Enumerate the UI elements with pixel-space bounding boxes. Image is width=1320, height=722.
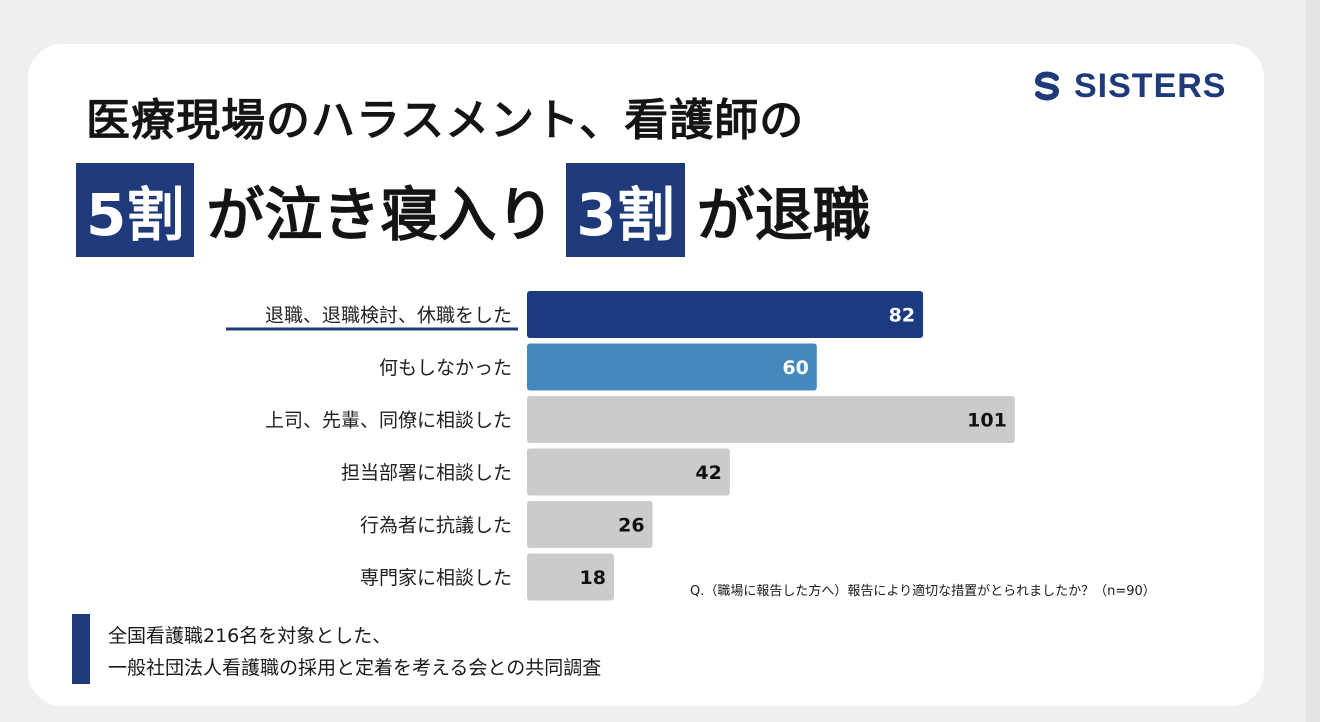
bar-3 <box>527 448 730 496</box>
source-line-2: 一般社団法人看護職の採用と定着を考える会との共同調査 <box>108 657 602 679</box>
headline-line-1: 医療現場のハラスメント、看護師の <box>86 95 805 146</box>
value-label-2: 101 <box>967 410 1007 432</box>
headline-text-nakineiri: が泣き寝入り <box>206 181 555 249</box>
survey-question-note: Q.（職場に報告した方へ）報告により適切な措置がとられましたか？（n=90） <box>690 584 1156 599</box>
category-underline <box>226 327 518 331</box>
source-accent-bar <box>72 614 90 684</box>
category-label-0: 退職、退職検討、休職をした <box>265 305 512 327</box>
bar-1 <box>527 343 817 391</box>
sisters-logo-icon <box>1034 71 1060 101</box>
category-label-1: 何もしなかった <box>379 357 512 379</box>
value-label-5: 18 <box>579 567 605 589</box>
value-label-3: 42 <box>695 462 721 484</box>
value-label-1: 60 <box>782 357 808 379</box>
highlight-3wari: 3割 <box>566 163 685 257</box>
category-label-2: 上司、先輩、同僚に相談した <box>265 410 512 432</box>
category-label-5: 専門家に相談した <box>360 567 512 589</box>
headline-text-taishoku: が退職 <box>696 181 871 249</box>
category-label-3: 担当部署に相談した <box>341 462 512 484</box>
bar-5 <box>527 553 614 601</box>
window-edge <box>1306 0 1320 722</box>
value-label-4: 26 <box>618 515 644 537</box>
headline-line-2: 5割 が泣き寝入り 3割 が退職 <box>76 162 883 258</box>
category-label-4: 行為者に抗議した <box>360 515 512 537</box>
source-line-1: 全国看護職216名を対象とした、 <box>108 625 392 647</box>
source-text: 全国看護職216名を対象とした、 一般社団法人看護職の採用と定着を考える会との共… <box>108 620 601 684</box>
bar-2 <box>527 396 1015 443</box>
brand-name: SISTERS <box>1074 66 1227 105</box>
value-label-0: 82 <box>889 305 915 327</box>
highlight-5wari: 5割 <box>76 163 195 257</box>
bar-0 <box>527 291 924 338</box>
bar-4 <box>527 501 653 548</box>
sisters-logo: SISTERS <box>1030 66 1226 106</box>
